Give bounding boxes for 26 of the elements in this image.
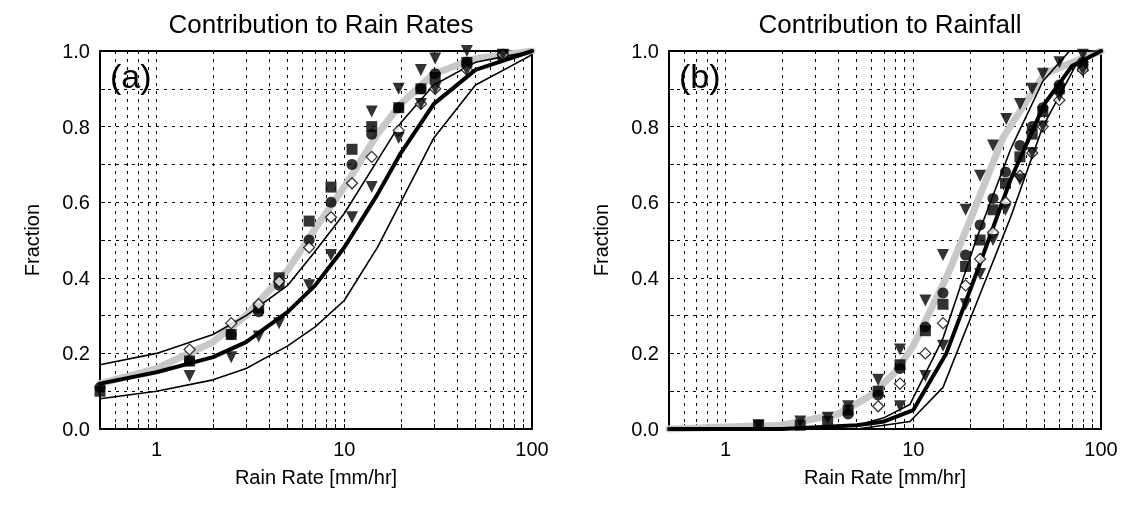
chart-title: Contribution to Rain Rates: [168, 9, 474, 39]
annotation: (a): [110, 57, 152, 95]
y-tick-label: 0.2: [62, 342, 90, 365]
y-tick-label: 0.6: [62, 191, 90, 214]
y-axis-title: Fraction: [590, 203, 612, 277]
x-tick-label: 100: [1084, 438, 1118, 460]
x-tick-label: 10: [902, 438, 925, 460]
y-tick-label: 0.4: [62, 266, 90, 289]
y-tick-label: 0.8: [631, 115, 659, 138]
x-tick-label: 1: [150, 438, 163, 460]
chart-title: Contribution to Rainfall: [758, 9, 1022, 39]
y-tick-label: 0.6: [631, 191, 659, 214]
y-tick-label: 1.0: [631, 40, 659, 62]
x-tick-label: 100: [515, 438, 549, 460]
x-tick-label: 1: [719, 438, 732, 460]
y-tick-label: 1.0: [62, 40, 90, 62]
annotation: (b): [679, 57, 721, 95]
x-tick-label: 10: [333, 438, 356, 460]
y-tick-label: 0.4: [631, 266, 659, 289]
y-tick-label: 0.2: [631, 342, 659, 365]
y-tick-label: 0.0: [631, 418, 659, 440]
y-tick-label: 0.0: [62, 418, 90, 440]
x-axis-title: Rain Rate [mm/hr]: [803, 466, 967, 488]
y-axis-title: Fraction: [21, 203, 43, 277]
y-tick-label: 0.8: [62, 115, 90, 138]
x-axis-title: Rain Rate [mm/hr]: [234, 466, 398, 488]
